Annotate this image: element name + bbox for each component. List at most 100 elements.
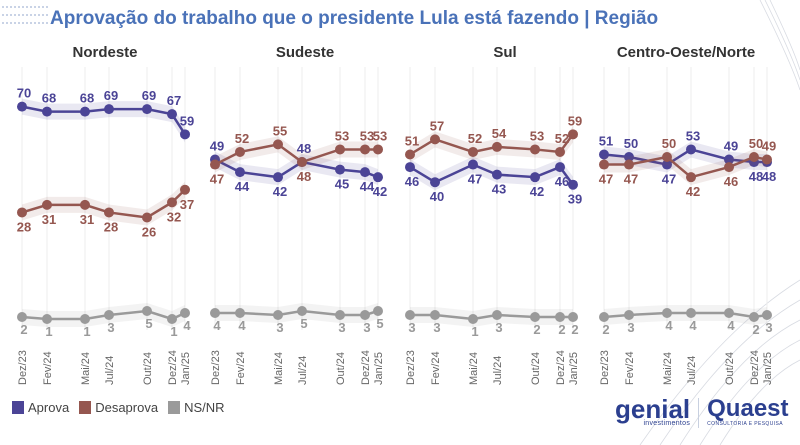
x-tick-label: Dez/23 (405, 350, 417, 385)
data-point (235, 146, 245, 157)
data-label: 48 (762, 169, 776, 184)
data-point (104, 104, 114, 115)
legend-swatch-aprova (12, 401, 24, 414)
data-point (749, 312, 759, 322)
data-label: 52 (468, 131, 482, 146)
x-tick-label: Mai/24 (273, 352, 285, 385)
data-point (360, 144, 370, 155)
data-point (662, 308, 672, 318)
x-tick-label: Jul/24 (297, 356, 309, 385)
data-label: 4 (183, 318, 191, 333)
data-label: 48 (297, 141, 311, 156)
data-point (468, 159, 478, 170)
data-point (624, 159, 634, 170)
data-point (405, 310, 415, 320)
data-point (167, 109, 177, 120)
data-point (749, 152, 759, 162)
x-tick-label: Jul/24 (492, 356, 504, 385)
data-label: 26 (142, 224, 156, 239)
x-tick-label: Jan/25 (180, 352, 192, 385)
data-label: 4 (213, 318, 221, 333)
data-point (142, 306, 152, 316)
data-label: 2 (571, 322, 578, 337)
data-label: 51 (405, 133, 419, 148)
data-label: 49 (724, 139, 738, 154)
data-label: 28 (17, 219, 31, 234)
data-label: 46 (405, 174, 419, 189)
data-label: 70 (17, 86, 31, 101)
data-point (530, 172, 540, 183)
x-tick-label: Dez/23 (17, 350, 29, 385)
data-point (568, 129, 578, 140)
data-point (492, 169, 502, 180)
data-label: 2 (533, 322, 540, 337)
x-tick-label: Dez/24 (167, 350, 179, 385)
data-label: 57 (430, 118, 444, 133)
data-point (180, 308, 190, 318)
data-label: 5 (300, 316, 307, 331)
data-label: 31 (42, 212, 56, 227)
data-point (180, 184, 190, 195)
data-point (104, 310, 114, 320)
panel-title: Centro-Oeste/Norte (617, 44, 755, 61)
data-point (235, 167, 245, 178)
x-tick-label: Dez/23 (210, 350, 222, 385)
data-point (555, 146, 565, 157)
x-tick-label: Jul/24 (104, 356, 116, 385)
data-point (80, 106, 90, 117)
data-point (335, 144, 345, 155)
data-point (273, 310, 283, 320)
data-point (104, 207, 114, 218)
panel-title: Sul (493, 44, 516, 61)
data-point (530, 312, 540, 322)
data-label: 5 (145, 316, 152, 331)
data-point (17, 312, 27, 322)
data-label: 3 (408, 320, 415, 335)
data-point (167, 314, 177, 324)
data-point (42, 106, 52, 117)
data-label: 1 (45, 324, 52, 339)
legend-item-desaprova: Desaprova (79, 400, 158, 415)
x-tick-label: Fev/24 (430, 351, 442, 385)
data-label: 42 (273, 184, 287, 199)
data-label: 50 (749, 136, 763, 151)
data-label: 39 (568, 192, 582, 207)
data-point (42, 199, 52, 210)
data-point (468, 314, 478, 324)
data-label: 69 (104, 88, 118, 103)
data-point (762, 310, 772, 320)
legend-label: NS/NR (184, 400, 225, 415)
panel-centro-oeste-norte: Centro-Oeste/Norte Dez/23 Fev/24 Mai/24 Jul/… (599, 44, 776, 385)
data-label: 52 (555, 131, 569, 146)
data-label: 52 (235, 131, 249, 146)
data-label: 4 (238, 318, 246, 333)
data-point (360, 310, 370, 320)
data-point (492, 141, 502, 152)
legend: Aprova Desaprova NS/NR (12, 400, 225, 415)
data-point (405, 162, 415, 173)
data-label: 53 (360, 128, 374, 143)
data-label: 68 (42, 91, 56, 106)
data-label: 54 (492, 126, 507, 141)
data-point (273, 139, 283, 150)
x-tick-label: Dez/24 (555, 350, 567, 385)
data-label: 31 (80, 212, 94, 227)
data-label: 4 (727, 318, 735, 333)
data-label: 68 (80, 91, 94, 106)
data-label: 46 (724, 174, 738, 189)
data-label: 48 (749, 169, 763, 184)
panel-sudeste: Sudeste Dez/23 Fev/24 Mai/24 Jul/24 Out/24 Dez… (210, 44, 387, 385)
data-point (624, 152, 634, 162)
data-point (297, 306, 307, 316)
data-point (373, 306, 383, 316)
legend-item-aprova: Aprova (12, 400, 69, 415)
data-label: 47 (210, 172, 224, 187)
quaest-logo-subtext: CONSULTORIA E PESQUISA (707, 421, 783, 427)
x-tick-label: Dez/24 (360, 350, 372, 385)
data-label: 37 (180, 197, 194, 212)
data-point (80, 314, 90, 324)
x-tick-label: Fev/24 (42, 351, 54, 385)
data-point (335, 310, 345, 320)
data-label: 51 (599, 133, 613, 148)
